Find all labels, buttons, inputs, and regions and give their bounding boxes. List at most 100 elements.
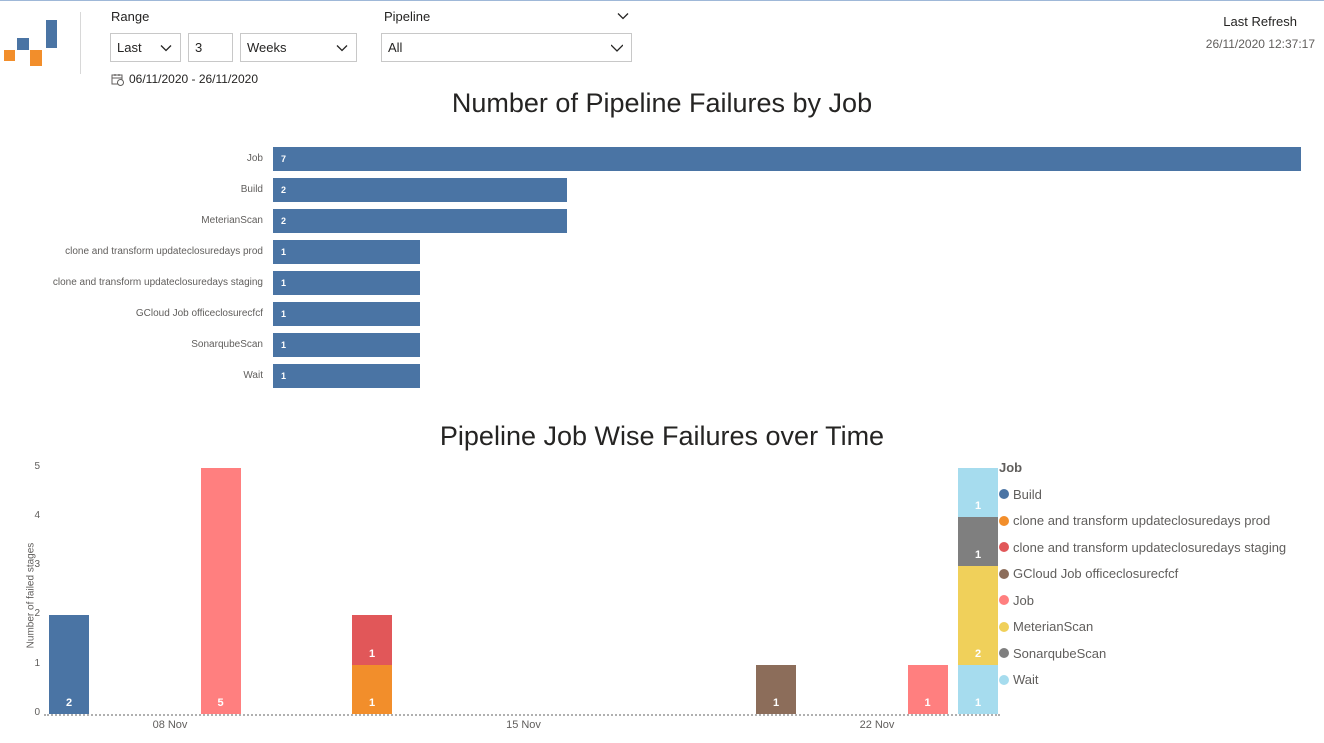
job-row: Build 2 bbox=[0, 178, 1324, 202]
legend-item[interactable]: Build bbox=[999, 481, 1286, 508]
failure-segment-label: 1 bbox=[924, 696, 931, 709]
calendar-icon bbox=[111, 73, 124, 86]
legend-item[interactable]: Job bbox=[999, 587, 1286, 614]
failure-segment[interactable]: 1 bbox=[352, 664, 392, 714]
range-unit-dropdown[interactable]: Weeks bbox=[240, 33, 357, 62]
legend-item-label: GCloud Job officeclosurecfcf bbox=[1013, 566, 1179, 582]
failures-over-time-title: Pipeline Job Wise Failures over Time bbox=[439, 421, 885, 451]
job-row: Wait 1 bbox=[0, 364, 1324, 388]
x-tick-label: 22 Nov bbox=[859, 719, 895, 731]
chevron-down-icon bbox=[160, 45, 172, 52]
job-category-label: clone and transform updateclosuredays pr… bbox=[65, 246, 263, 257]
range-count-value: 3 bbox=[195, 40, 203, 55]
legend-title: Job bbox=[999, 460, 1023, 475]
job-category-label: Wait bbox=[243, 370, 263, 381]
failure-segment[interactable]: 1 bbox=[756, 664, 796, 714]
legend-dot-icon bbox=[999, 542, 1009, 553]
legend-item-label: Wait bbox=[1013, 672, 1039, 688]
legend-dot-icon bbox=[999, 648, 1009, 659]
legend-item-label: clone and transform updateclosuredays pr… bbox=[1013, 513, 1271, 529]
failure-segment-label: 1 bbox=[974, 499, 982, 512]
failure-segment-label: 1 bbox=[772, 696, 780, 709]
range-count-input[interactable]: 3 bbox=[188, 33, 233, 62]
company-logo bbox=[4, 20, 57, 66]
range-label: Range bbox=[111, 9, 150, 24]
x-axis-line bbox=[44, 714, 1000, 716]
job-category-label: MeterianScan bbox=[201, 215, 263, 226]
header-divider bbox=[80, 12, 81, 74]
job-failure-value: 7 bbox=[281, 154, 287, 164]
job-row: SonarqubeScan 1 bbox=[0, 333, 1324, 357]
job-failure-bar[interactable]: 1 bbox=[273, 271, 420, 295]
failure-segment-label: 1 bbox=[368, 647, 376, 660]
legend-item[interactable]: clone and transform updateclosuredays pr… bbox=[999, 508, 1286, 535]
y-tick-label: 2 bbox=[34, 608, 40, 620]
chevron-down-icon bbox=[336, 45, 348, 52]
last-refresh-label: Last Refresh bbox=[1223, 14, 1297, 29]
failure-segment[interactable]: 2 bbox=[958, 566, 998, 665]
legend-item[interactable]: Wait bbox=[999, 667, 1286, 694]
chevron-down-icon bbox=[611, 44, 623, 52]
failure-segment[interactable]: 1 bbox=[958, 516, 998, 567]
legend-item-label: Build bbox=[1013, 486, 1042, 502]
failure-segment-label: 1 bbox=[974, 696, 982, 709]
job-row: Job 7 bbox=[0, 147, 1324, 171]
job-category-label: SonarqubeScan bbox=[191, 339, 263, 350]
job-category-label: GCloud Job officeclosurecfcf bbox=[135, 308, 263, 319]
failure-segment-label: 1 bbox=[368, 696, 376, 709]
range-unit-value: Weeks bbox=[247, 40, 287, 55]
range-mode-value: Last bbox=[117, 40, 142, 55]
top-border bbox=[0, 0, 1324, 1]
legend-dot-icon bbox=[999, 674, 1009, 685]
job-failure-value: 2 bbox=[281, 185, 287, 195]
failure-segment-label: 2 bbox=[974, 647, 982, 660]
job-failure-value: 1 bbox=[281, 340, 287, 350]
legend-dot-icon bbox=[999, 489, 1009, 500]
job-failure-bar[interactable]: 1 bbox=[273, 240, 420, 264]
legend-item[interactable]: MeterianScan bbox=[999, 614, 1286, 641]
job-failure-bar[interactable]: 2 bbox=[273, 209, 567, 233]
job-row: clone and transform updateclosuredays st… bbox=[0, 271, 1324, 295]
failure-segment[interactable]: 1 bbox=[958, 664, 998, 714]
failure-segment[interactable]: 1 bbox=[907, 664, 948, 714]
date-range: 06/11/2020 - 26/11/2020 bbox=[111, 72, 258, 86]
job-category-label: clone and transform updateclosuredays st… bbox=[52, 277, 263, 288]
legend-dot-icon bbox=[999, 621, 1009, 632]
y-tick-label: 3 bbox=[34, 559, 40, 571]
job-failure-bar[interactable]: 1 bbox=[273, 333, 420, 357]
pipeline-label: Pipeline bbox=[384, 9, 431, 24]
job-category-label: Build bbox=[240, 184, 263, 195]
x-tick-label: 08 Nov bbox=[152, 719, 188, 731]
legend-item-label: clone and transform updateclosuredays st… bbox=[1013, 539, 1287, 555]
last-refresh-value: 26/11/2020 12:37:17 bbox=[1205, 37, 1315, 51]
legend-item[interactable]: clone and transform updateclosuredays st… bbox=[999, 534, 1286, 561]
x-tick-label: 15 Nov bbox=[506, 719, 541, 731]
failure-segment[interactable]: 1 bbox=[352, 615, 392, 665]
job-failure-bar[interactable]: 1 bbox=[273, 302, 420, 326]
legend-item-label: SonarqubeScan bbox=[1013, 645, 1107, 661]
failure-segment[interactable]: 2 bbox=[49, 615, 89, 714]
failure-segment-label: 5 bbox=[217, 697, 224, 709]
chevron-down-icon[interactable] bbox=[617, 10, 629, 22]
pipeline-dropdown[interactable]: All bbox=[381, 33, 632, 62]
legend-dot-icon bbox=[999, 595, 1009, 606]
failures-over-time-chart: Number of failed stages 0 1 2 3 4 5 08 Nov 15 N… bbox=[0, 460, 1000, 743]
y-tick-label: 4 bbox=[34, 509, 40, 521]
pipeline-value: All bbox=[388, 40, 403, 55]
job-failure-bar[interactable]: 7 bbox=[273, 147, 1301, 171]
failure-segment[interactable]: 1 bbox=[958, 467, 998, 517]
job-failure-value: 2 bbox=[281, 216, 287, 226]
failures-by-job-chart: Job 7 Build 2 MeterianScan 2 clone and transfo… bbox=[0, 145, 1324, 393]
legend-item[interactable]: SonarqubeScan bbox=[999, 640, 1286, 667]
legend-dot-icon bbox=[999, 515, 1009, 526]
legend-item[interactable]: GCloud Job officeclosurecfcf bbox=[999, 561, 1286, 588]
failures-by-job-title: Number of Pipeline Failures by Job bbox=[451, 88, 873, 118]
job-failure-bar[interactable]: 1 bbox=[273, 364, 420, 388]
failure-segment[interactable]: 5 bbox=[200, 467, 241, 714]
job-row: MeterianScan 2 bbox=[0, 209, 1324, 233]
y-tick-label: 1 bbox=[34, 657, 40, 669]
job-failure-bar[interactable]: 2 bbox=[273, 178, 567, 202]
range-mode-dropdown[interactable]: Last bbox=[110, 33, 181, 62]
job-failure-value: 1 bbox=[281, 278, 287, 288]
job-row: GCloud Job officeclosurecfcf 1 bbox=[0, 302, 1324, 326]
